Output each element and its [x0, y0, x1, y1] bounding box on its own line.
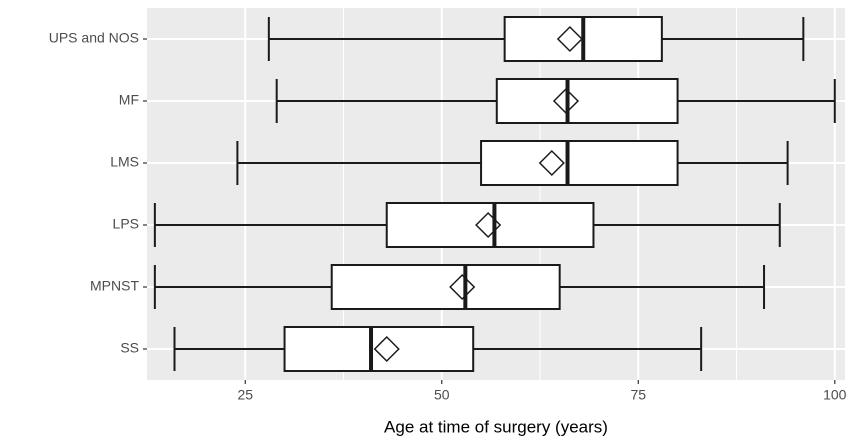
mean-marker	[373, 335, 400, 363]
x-tick-label: 25	[237, 387, 253, 403]
box	[330, 264, 561, 310]
y-tick-label: MF	[119, 92, 139, 108]
box	[385, 202, 595, 248]
mean-marker	[552, 87, 580, 115]
x-tick-label: 50	[434, 387, 450, 403]
y-tick-label: LPS	[113, 216, 139, 232]
y-tick-label: MPNST	[90, 278, 139, 294]
x-axis-title: Age at time of surgery (years)	[384, 417, 608, 436]
y-tick-label: SS	[120, 340, 139, 356]
x-tick-label: 100	[823, 387, 847, 403]
mean-marker	[556, 25, 583, 53]
box	[480, 140, 679, 186]
box	[283, 326, 475, 372]
box	[495, 78, 679, 124]
y-tick-label: UPS and NOS	[49, 30, 139, 46]
mean-marker	[538, 149, 565, 177]
y-tick-label: LMS	[110, 154, 139, 170]
mean-marker	[475, 211, 502, 239]
mean-marker	[449, 273, 476, 301]
panel	[147, 8, 845, 380]
x-tick-label: 75	[630, 387, 646, 403]
